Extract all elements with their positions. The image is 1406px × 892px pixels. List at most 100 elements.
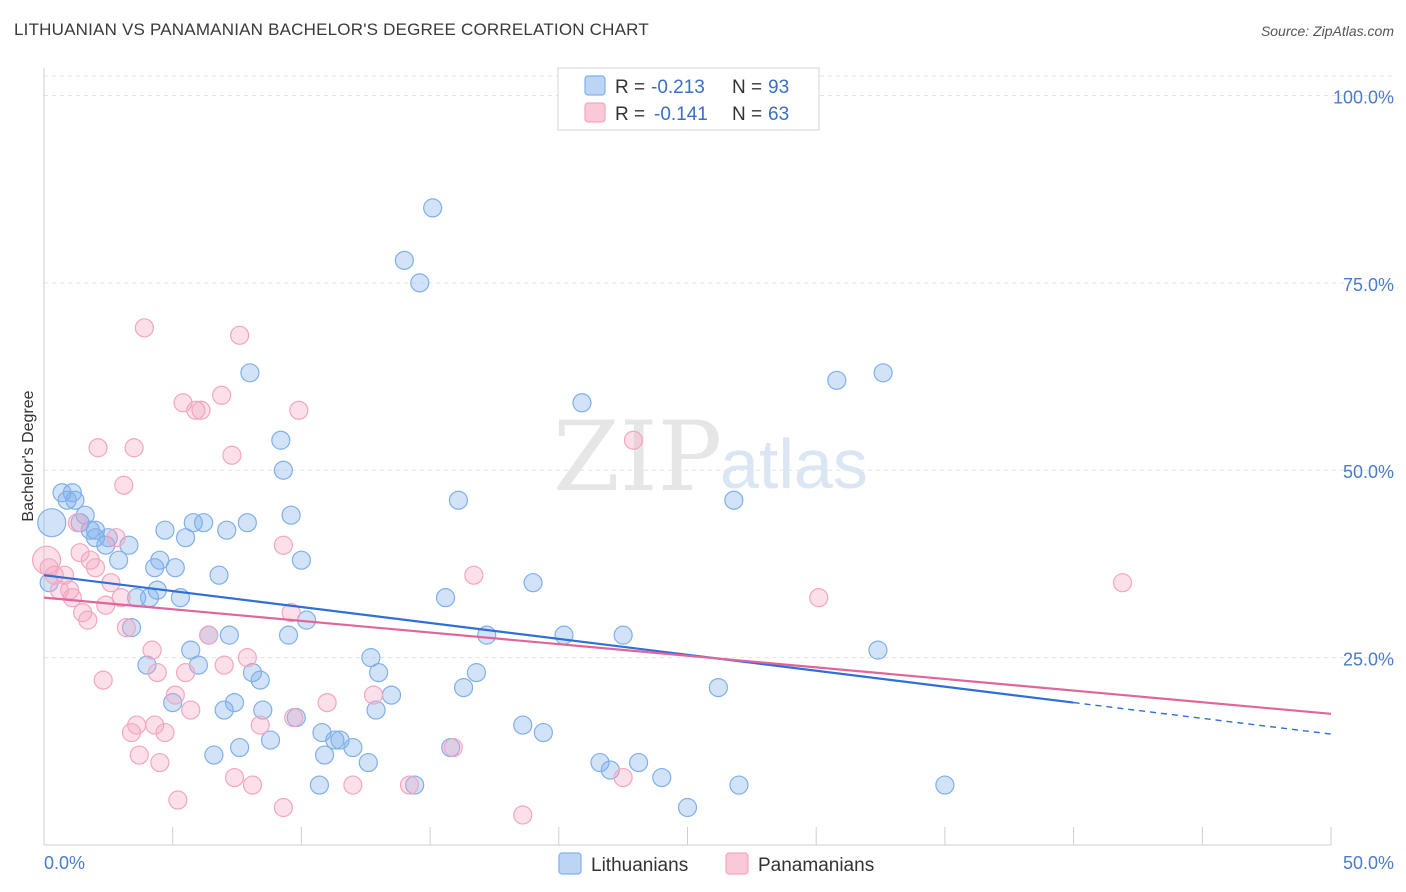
panamanians-point	[230, 325, 250, 345]
panamanians-point	[124, 438, 144, 458]
lithuanians-point	[96, 535, 116, 555]
lithuanians-point	[361, 648, 381, 668]
lithuanians-point	[381, 685, 402, 705]
lithuanians-point	[175, 528, 196, 548]
watermark: ZIP atlas	[553, 401, 868, 513]
y-tick-label-25: 25.0%	[1343, 650, 1394, 670]
x-tick-label-min: 0.0%	[44, 853, 85, 873]
lithuanians-point	[533, 722, 553, 743]
y-axis-title: Bachelor's Degree	[20, 390, 37, 521]
lithuanians-point	[724, 490, 744, 510]
panamanians-point	[623, 430, 644, 450]
lithuanians-point	[369, 663, 389, 683]
panamanians-point	[168, 790, 188, 810]
panamanians-point	[1112, 573, 1133, 593]
series-lithuanians-points	[37, 198, 955, 818]
panamanians-point	[464, 565, 484, 585]
lithuanians-point	[309, 775, 330, 795]
lithuanians-point	[65, 490, 85, 510]
lithuanians-point	[260, 730, 281, 750]
lithuanians-point	[98, 528, 118, 548]
panamanians-point	[809, 588, 829, 608]
panamanians-point	[150, 752, 170, 773]
panamanians-point	[88, 438, 108, 458]
lithuanians-point	[314, 745, 335, 765]
lithuanians-point	[250, 670, 270, 690]
panamanians-point	[199, 625, 219, 645]
lithuanians-point	[677, 797, 698, 818]
bottom-legend-swatch-panamanians	[725, 852, 749, 875]
legend-r-label-2: R =	[615, 104, 645, 125]
lithuanians-point	[155, 520, 175, 540]
legend-n-label-1: N =	[732, 77, 762, 98]
chart-source: Source: ZipAtlas.com	[1260, 23, 1394, 39]
panamanians-point	[111, 588, 131, 608]
lithuanians-point	[75, 505, 95, 525]
panamanians-point	[214, 655, 234, 675]
panamanians-point	[191, 400, 211, 420]
panamanians-point	[399, 775, 420, 795]
lithuanians-point	[423, 198, 443, 218]
panamanians-point	[613, 767, 633, 788]
lithuanians-point	[137, 655, 157, 675]
panamanians-point	[70, 543, 90, 563]
panamanians-point	[147, 663, 167, 683]
legend-swatch-panamanians	[584, 102, 606, 123]
trend-line-lithuanians-extension	[1073, 701, 1332, 735]
panamanians-point	[54, 565, 75, 585]
panamanians-point	[186, 400, 206, 420]
panamanians-point	[31, 545, 62, 575]
lithuanians-point	[62, 483, 82, 503]
lithuanians-point	[230, 737, 250, 758]
lithuanians-point	[281, 505, 301, 525]
legend-n-value-1: 93	[768, 77, 789, 98]
lithuanians-point	[405, 775, 425, 795]
panamanians-point	[116, 618, 136, 638]
lithuanians-point	[325, 730, 345, 750]
y-axis-tick-labels: 25.0% 50.0% 75.0% 100.0%	[1333, 87, 1394, 669]
panamanians-point	[85, 558, 106, 578]
panamanians-point	[317, 692, 337, 713]
lithuanians-point	[224, 692, 245, 713]
lithuanians-point	[204, 745, 224, 765]
lithuanians-point	[628, 752, 649, 773]
lithuanians-point	[219, 625, 239, 645]
lithuanians-point	[827, 370, 847, 390]
x-axis-ticks	[172, 827, 1332, 845]
lithuanians-point	[935, 775, 955, 795]
lithuanians-point	[121, 618, 142, 638]
bottom-legend-lithuanians: Lithuanians	[591, 855, 688, 876]
panamanians-point	[284, 707, 304, 728]
panamanians-point	[129, 745, 149, 765]
panamanians-point	[242, 775, 263, 795]
lithuanians-point	[513, 715, 533, 735]
panamanians-point	[289, 400, 309, 420]
panamanians-point	[142, 640, 162, 660]
y-tick-label-50: 50.0%	[1343, 462, 1394, 482]
lithuanians-point	[613, 625, 633, 645]
lithuanians-point	[291, 550, 311, 570]
panamanians-point	[106, 528, 126, 548]
lithuanians-point	[150, 550, 170, 570]
lithuanians-point	[523, 573, 543, 593]
lithuanians-point	[237, 513, 257, 533]
lithuanians-point	[394, 250, 414, 270]
watermark-zip: ZIP	[553, 401, 722, 513]
panamanians-point	[513, 805, 533, 825]
series-panamanians-points	[31, 318, 1133, 825]
panamanians-point	[93, 670, 113, 690]
y-tick-label-100: 100.0%	[1333, 87, 1394, 107]
lithuanians-point	[273, 460, 293, 480]
lithuanians-point	[448, 490, 469, 510]
bottom-legend-panamanians: Panamanians	[758, 855, 874, 876]
lithuanians-point	[358, 752, 378, 773]
panamanians-point	[343, 775, 363, 795]
lithuanians-point	[209, 565, 229, 585]
panamanians-point	[96, 595, 116, 615]
lithuanians-point	[181, 640, 201, 660]
legend-r-value-2: -0.141	[654, 104, 708, 125]
panamanians-point	[212, 385, 232, 405]
panamanians-point	[443, 737, 463, 758]
watermark-atlas: atlas	[720, 425, 868, 503]
panamanians-point	[250, 715, 270, 735]
